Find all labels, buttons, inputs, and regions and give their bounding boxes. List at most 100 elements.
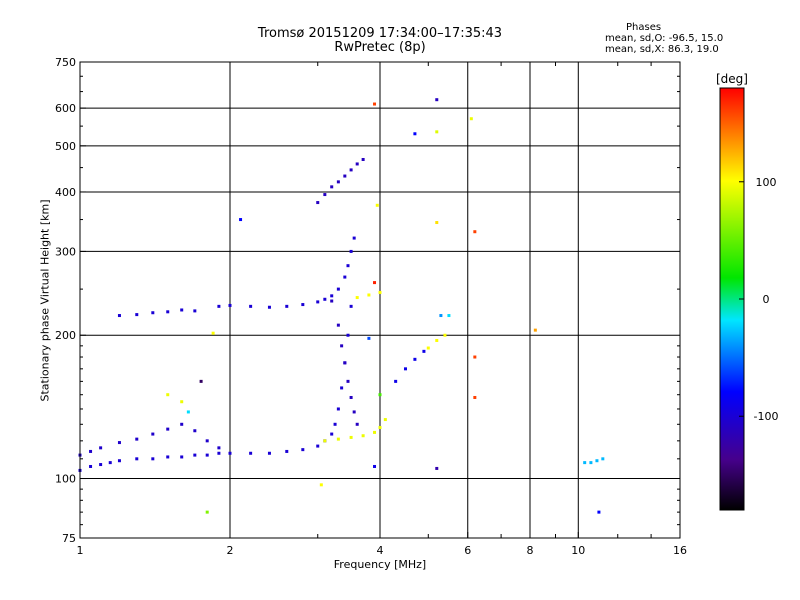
colorbar-tick-label: -100 [754,410,779,423]
echo-point [319,483,323,487]
echo-point [89,464,93,468]
data-points [78,98,605,514]
echo-point [217,304,221,308]
x-tick-label: 1 [77,544,84,557]
echo-point [166,310,170,314]
echo-point [597,510,601,514]
echo-point [435,130,439,134]
echo-point [267,305,271,309]
echo-point [205,510,209,514]
echo-point [166,393,170,397]
echo-point [367,293,371,297]
echo-point [373,430,377,434]
echo-point [166,427,170,431]
x-tick-label: 10 [571,544,585,557]
echo-point [180,455,184,459]
y-tick-label: 750 [55,56,76,69]
echo-point [180,400,184,404]
echo-point [435,98,439,102]
echo-point [343,174,347,178]
echo-point [193,429,197,433]
y-tick-label: 75 [62,532,76,545]
echo-point [330,185,334,189]
y-tick-label: 500 [55,140,76,153]
x-tick-label: 6 [464,544,471,557]
echo-point [349,435,353,439]
echo-point [435,466,439,470]
echo-point [349,249,353,253]
echo-point [378,425,382,429]
echo-point [595,459,599,463]
echo-point [343,275,347,279]
echo-point [180,422,184,426]
x-tick-label: 2 [227,544,234,557]
echo-point [193,309,197,313]
echo-point [373,281,377,285]
chart-title: Tromsø 20151209 17:34:00–17:35:43 [257,26,503,41]
echo-point [349,395,353,399]
echo-point [346,264,350,268]
echo-point [336,180,340,184]
echo-point [316,300,320,304]
echo-point [346,333,350,337]
echo-point [583,461,587,465]
echo-point [180,308,184,312]
echo-point [355,162,359,166]
echo-point [426,346,430,350]
echo-point [99,463,103,467]
y-tick-label: 600 [55,102,76,115]
echo-point [199,379,203,383]
echo-point [285,449,289,453]
echo-point [301,448,305,452]
echo-point [443,333,447,337]
echo-point [323,193,327,197]
echo-point [361,157,365,161]
echo-point [267,451,271,455]
echo-point [403,367,407,371]
echo-point [349,304,353,308]
echo-point [349,168,353,172]
echo-point [473,230,477,234]
echo-point [340,386,344,390]
echo-point [217,446,221,450]
colorbar-tick-label: 0 [763,293,770,306]
echo-point [211,331,215,335]
echo-point [323,439,327,443]
echo-point [323,297,327,301]
echo-point [151,311,155,315]
echo-point [336,323,340,327]
echo-point [333,422,337,426]
echo-point [336,407,340,411]
echo-point [99,446,103,450]
echo-point [413,357,417,361]
echo-point [151,432,155,436]
echo-point [378,393,382,397]
echo-point [330,299,334,303]
echo-point [373,102,377,106]
echo-point [378,290,382,294]
phases-x-stats: mean, sd,X: 86.3, 19.0 [605,44,719,55]
echo-point [373,464,377,468]
y-tick-label: 400 [55,186,76,199]
echo-point [533,328,537,332]
echo-point [473,355,477,359]
echo-point [151,457,155,461]
echo-point [186,410,190,414]
echo-point [135,457,139,461]
echo-point [447,314,451,318]
echo-point [117,459,121,463]
echo-point [439,314,443,318]
phase-colorbar: 100 0 -100 [deg] [716,72,779,511]
echo-point [135,437,139,441]
y-tick-label: 100 [55,473,76,486]
x-tick-label: 8 [527,544,534,557]
x-tick-label: 4 [377,544,384,557]
y-tick-label: 200 [55,329,76,342]
colorbar-tick-label: 100 [756,176,777,189]
echo-point [193,453,197,457]
echo-point [217,451,221,455]
echo-point [166,455,170,459]
echo-point [343,361,347,365]
echo-point [135,313,139,317]
